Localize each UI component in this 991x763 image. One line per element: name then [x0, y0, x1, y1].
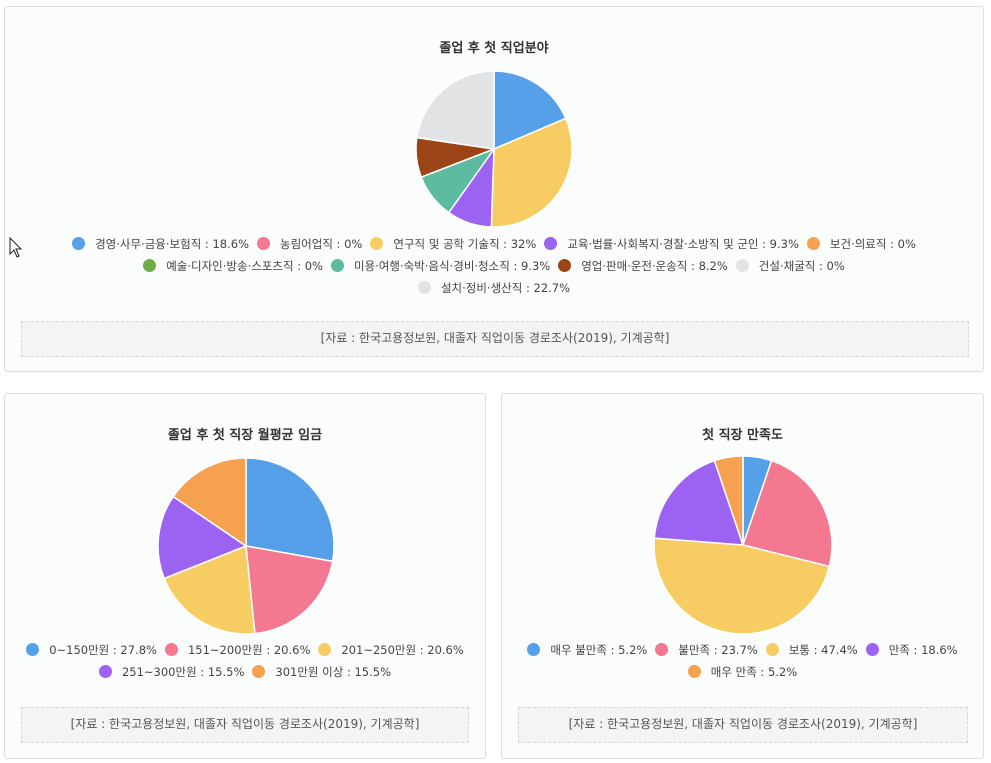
legend-label: 매우 불만족 : 5.2% [550, 643, 648, 657]
pie-slice[interactable] [157, 495, 248, 580]
pie-slice[interactable] [493, 70, 567, 151]
legend-marker-icon [558, 259, 572, 272]
pie-slice[interactable] [245, 457, 335, 563]
legend-label: 설치·정비·생산직 : 22.7% [440, 281, 571, 295]
source-note: [자료 : 한국고용정보원, 대졸자 직업이동 경로조사(2019), 기계공학… [21, 321, 969, 357]
legend-marker-icon [257, 237, 270, 250]
legend-label: 농림어업직 : 0% [280, 237, 363, 251]
chart-panel-first-job-wage: 졸업 후 첫 직장 월평균 임금 0~150만원 : 27.8% 151~200만… [4, 393, 486, 759]
legend-label: 미용·여행·숙박·음식·경비·청소직 : 9.3% [353, 259, 551, 273]
pie-slice[interactable] [490, 117, 573, 228]
legend-marker-icon [417, 281, 431, 294]
legend-marker-icon [164, 643, 178, 656]
legend-item[interactable]: 설치·정비·생산직 : 22.7% [417, 277, 571, 299]
mouse-pointer-icon [9, 237, 23, 258]
legend-marker-icon [252, 665, 266, 678]
legend-marker-icon [655, 643, 669, 656]
legend-item[interactable]: 보통 : 47.4% [765, 639, 858, 661]
legend-item[interactable]: 연구직 및 공학 기술직 : 32% [370, 233, 536, 255]
legend-item[interactable]: 매우 만족 : 5.2% [687, 661, 798, 683]
legend-item[interactable]: 건설·채굴직 : 0% [735, 255, 845, 277]
pie-slice[interactable] [653, 537, 831, 635]
legend-label: 연구직 및 공학 기술직 : 32% [393, 237, 537, 251]
legend-label: 만족 : 18.6% [888, 643, 958, 657]
legend-label: 매우 만족 : 5.2% [710, 665, 798, 679]
legend-label: 건설·채굴직 : 0% [758, 259, 845, 273]
legend-label: 201~250만원 : 20.6% [341, 643, 464, 657]
chart-legend: 매우 불만족 : 5.2% 불만족 : 23.7% 보통 : 47.4% 만족 : 1… [502, 639, 983, 683]
legend-item[interactable]: 미용·여행·숙박·음식·경비·청소직 : 9.3% [330, 255, 551, 277]
legend-item[interactable]: 201~250만원 : 20.6% [318, 639, 464, 661]
legend-marker-icon [527, 643, 541, 656]
legend-marker-icon [26, 643, 40, 656]
pie-slice[interactable] [172, 457, 247, 548]
legend-marker-icon [687, 665, 701, 678]
legend-item[interactable]: 불만족 : 23.7% [655, 639, 758, 661]
legend-row: 251~300만원 : 15.5% 301만원 이상 : 15.5% [5, 661, 485, 683]
pie-slice[interactable] [713, 455, 744, 546]
legend-marker-icon [143, 259, 157, 272]
pie-chart [653, 455, 833, 635]
legend-label: 교육·법률·사회복지·경찰·소방직 및 군인 : 9.3% [567, 237, 799, 251]
legend-item[interactable]: 보건·의료직 : 0% [806, 233, 916, 255]
legend-item[interactable]: 301만원 이상 : 15.5% [252, 661, 391, 683]
legend-row: 매우 불만족 : 5.2% 불만족 : 23.7% 보통 : 47.4% 만족 : 1… [502, 639, 983, 661]
legend-label: 151~200만원 : 20.6% [187, 643, 311, 657]
chart-panel-first-job-field: 졸업 후 첫 직업분야 경영·사무·금융·보험직 : 18.6% 농림어업직 : … [4, 6, 984, 372]
legend-item[interactable]: 251~300만원 : 15.5% [98, 661, 245, 683]
legend-marker-icon [765, 643, 779, 656]
legend-item[interactable]: 농림어업직 : 0% [257, 233, 362, 255]
legend-item[interactable]: 교육·법률·사회복지·경찰·소방직 및 군인 : 9.3% [544, 233, 799, 255]
legend-marker-icon [72, 237, 86, 250]
legend-item[interactable]: 151~200만원 : 20.6% [164, 639, 311, 661]
chart-title: 졸업 후 첫 직업분야 [439, 41, 549, 56]
chart-title: 졸업 후 첫 직장 월평균 임금 [167, 428, 323, 443]
legend-item[interactable]: 만족 : 18.6% [865, 639, 958, 661]
legend-marker-icon [544, 237, 558, 250]
legend-marker-icon [330, 259, 344, 272]
legend-row: 0~150만원 : 27.8% 151~200만원 : 20.6% 201~250만… [5, 639, 485, 661]
legend-label: 보건·의료직 : 0% [829, 237, 916, 251]
legend-marker-icon [98, 665, 112, 678]
legend-row: 경영·사무·금융·보험직 : 18.6% 농림어업직 : 0% 연구직 및 공학 기… [5, 233, 983, 255]
legend-label: 0~150만원 : 27.8% [49, 643, 157, 657]
legend-label: 예술·디자인·방송·스포츠직 : 0% [166, 259, 323, 273]
legend-item[interactable]: 경영·사무·금융·보험직 : 18.6% [72, 233, 249, 255]
pie-chart [157, 457, 335, 635]
chart-legend: 0~150만원 : 27.8% 151~200만원 : 20.6% 201~250만… [5, 639, 485, 683]
legend-label: 251~300만원 : 15.5% [121, 665, 245, 679]
legend-label: 영업·판매·운전·운송직 : 8.2% [581, 259, 728, 273]
legend-marker-icon [806, 237, 820, 250]
chart-legend: 경영·사무·금융·보험직 : 18.6% 농림어업직 : 0% 연구직 및 공학 기… [5, 233, 983, 299]
legend-label: 보통 : 47.4% [788, 643, 858, 657]
legend-row: 매우 만족 : 5.2% [502, 661, 983, 683]
source-note: [자료 : 한국고용정보원, 대졸자 직업이동 경로조사(2019), 기계공학… [518, 707, 968, 743]
legend-item[interactable]: 0~150만원 : 27.8% [26, 639, 157, 661]
legend-label: 불만족 : 23.7% [678, 643, 758, 657]
legend-marker-icon [735, 259, 749, 272]
legend-row: 설치·정비·생산직 : 22.7% [5, 277, 983, 299]
legend-marker-icon [370, 237, 384, 250]
legend-label: 경영·사무·금융·보험직 : 18.6% [95, 237, 249, 251]
pie-slice[interactable] [742, 459, 833, 568]
legend-item[interactable]: 영업·판매·운전·운송직 : 8.2% [558, 255, 728, 277]
source-note: [자료 : 한국고용정보원, 대졸자 직업이동 경로조사(2019), 기계공학… [21, 707, 469, 743]
pie-chart [415, 70, 573, 228]
legend-item[interactable]: 매우 불만족 : 5.2% [527, 639, 647, 661]
chart-title: 첫 직장 만족도 [702, 428, 783, 443]
legend-marker-icon [318, 643, 332, 656]
pie-slice[interactable] [245, 545, 334, 635]
legend-marker-icon [865, 643, 879, 656]
legend-item[interactable]: 예술·디자인·방송·스포츠직 : 0% [143, 255, 323, 277]
pie-slice[interactable] [415, 70, 495, 150]
chart-panel-job-satisfaction: 첫 직장 만족도 매우 불만족 : 5.2% 불만족 : 23.7% 보통 : 47… [501, 393, 984, 759]
pie-slice[interactable] [163, 544, 256, 635]
legend-row: 예술·디자인·방송·스포츠직 : 0% 미용·여행·숙박·음식·경비·청소직 : … [5, 255, 983, 277]
legend-label: 301만원 이상 : 15.5% [275, 665, 392, 679]
